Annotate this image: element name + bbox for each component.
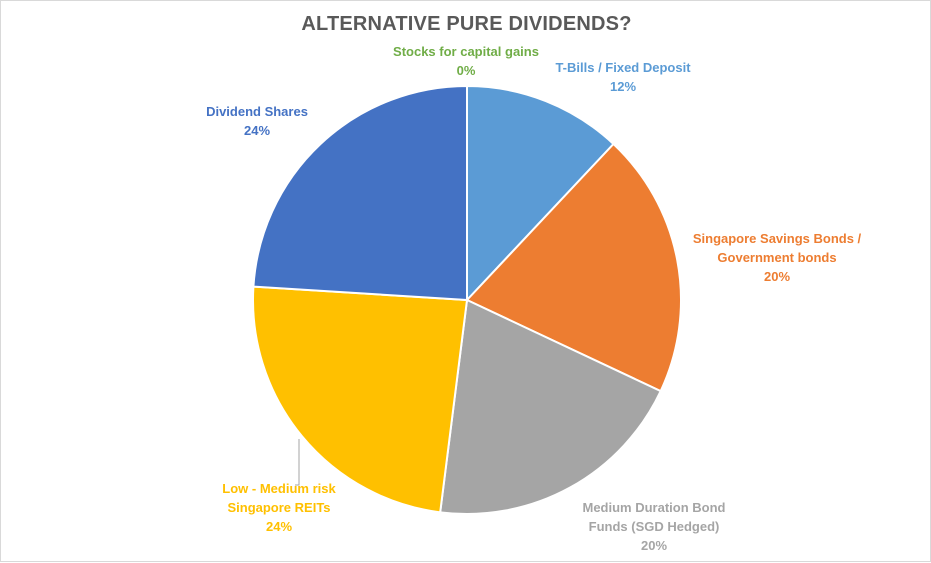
slice-label-line: Singapore Savings Bonds / xyxy=(692,231,862,246)
chart-title: ALTERNATIVE PURE DIVIDENDS? xyxy=(301,13,632,35)
slice-label-line: Stocks for capital gains xyxy=(393,44,539,59)
slice-label-line: T-Bills / Fixed Deposit xyxy=(555,60,691,75)
pie-slice-dividend-shares xyxy=(252,84,468,302)
slice-value-label: 0% xyxy=(456,63,476,78)
slice-value-label: 12% xyxy=(609,79,637,94)
slice-label-singapore-savings-bonds: Singapore Savings Bonds / Government bon… xyxy=(677,229,877,286)
slice-label-line: Singapore REITs xyxy=(227,500,331,515)
slice-label-singapore-reits: Low - Medium risk Singapore REITs 24% xyxy=(199,479,359,536)
slice-label-line: Government bonds xyxy=(717,250,837,265)
slice-label-line: Medium Duration Bond xyxy=(582,500,726,515)
slice-label-dividend-shares: Dividend Shares 24% xyxy=(187,102,327,140)
slice-value-label: 20% xyxy=(763,269,791,284)
slice-label-line: Low - Medium risk xyxy=(222,481,336,496)
slice-label-line: Funds (SGD Hedged) xyxy=(588,519,720,534)
slice-label-stocks-for-capital-gains: Stocks for capital gains 0% xyxy=(381,42,551,80)
slice-value-label: 20% xyxy=(640,538,668,553)
pie-slice-low-medium-risk-singapore-reits xyxy=(252,285,469,514)
pie-slice-t-bills-fixed-deposit xyxy=(466,84,615,303)
pie-slice-medium-duration-bond-funds-sgd-hedged xyxy=(439,298,662,515)
slice-label-line: Dividend Shares xyxy=(206,104,308,119)
slice-value-label: 24% xyxy=(265,519,293,534)
slice-value-label: 24% xyxy=(243,123,271,138)
slice-label-t-bills: T-Bills / Fixed Deposit 12% xyxy=(538,58,708,96)
pie-slice-singapore-savings-bonds-government-bonds xyxy=(465,142,682,393)
slice-label-medium-duration-bond-funds: Medium Duration Bond Funds (SGD Hedged) … xyxy=(564,498,744,555)
leader-line xyxy=(295,439,300,486)
